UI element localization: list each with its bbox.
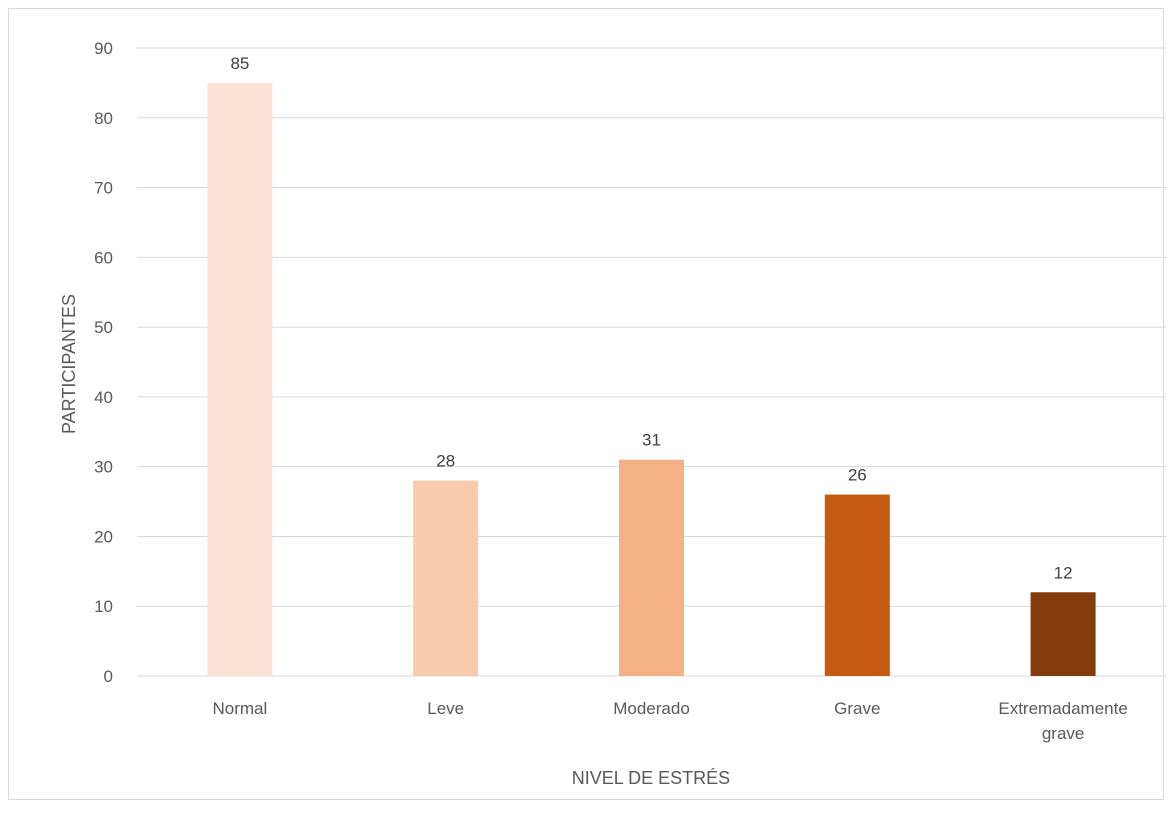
bars — [207, 82, 1096, 676]
y-tick-label: 50 — [94, 318, 113, 337]
data-label-1: 85 — [230, 54, 249, 73]
data-label-3: 31 — [642, 431, 661, 450]
y-axis-ticks: 0 10 20 30 40 50 60 70 80 90 — [94, 39, 113, 686]
data-label-2: 28 — [436, 452, 455, 471]
y-axis-title: PARTICIPANTES — [59, 294, 79, 434]
data-label-5: 12 — [1054, 563, 1073, 582]
data-labels: 85 28 31 26 12 — [230, 54, 1072, 582]
bar-2 — [413, 480, 479, 676]
gridlines — [137, 47, 1166, 677]
bar-5 — [1030, 592, 1096, 676]
x-tick-label: Normal — [213, 699, 268, 718]
y-tick-label: 60 — [94, 248, 113, 267]
y-tick-label: 0 — [104, 667, 113, 686]
data-label-4: 26 — [848, 466, 867, 485]
bar-4 — [824, 494, 890, 676]
x-tick-label: Leve — [427, 699, 464, 718]
x-tick-label: Grave — [834, 699, 880, 718]
y-tick-label: 30 — [94, 458, 113, 477]
bar-3 — [619, 459, 684, 676]
y-tick-label: 80 — [94, 109, 113, 128]
x-axis-ticks: Normal Leve Moderado Grave Extremadamente gra… — [213, 699, 1128, 743]
chart-frame: 0 10 20 30 40 50 60 70 80 90 85 28 31 26 12 Normal Lev… — [8, 8, 1166, 800]
x-axis-title: NIVEL DE ESTRÉS — [572, 768, 730, 788]
y-tick-label: 10 — [94, 597, 113, 616]
bar-1 — [207, 82, 273, 676]
x-tick-label: grave — [1042, 724, 1085, 743]
y-tick-label: 20 — [94, 527, 113, 546]
x-tick-label: Moderado — [613, 699, 690, 718]
y-tick-label: 40 — [94, 388, 113, 407]
x-tick-label: Extremadamente — [998, 699, 1127, 718]
bar-chart: 0 10 20 30 40 50 60 70 80 90 85 28 31 26 12 Normal Lev… — [59, 39, 1166, 788]
y-tick-label: 90 — [94, 39, 113, 58]
y-tick-label: 70 — [94, 179, 113, 198]
